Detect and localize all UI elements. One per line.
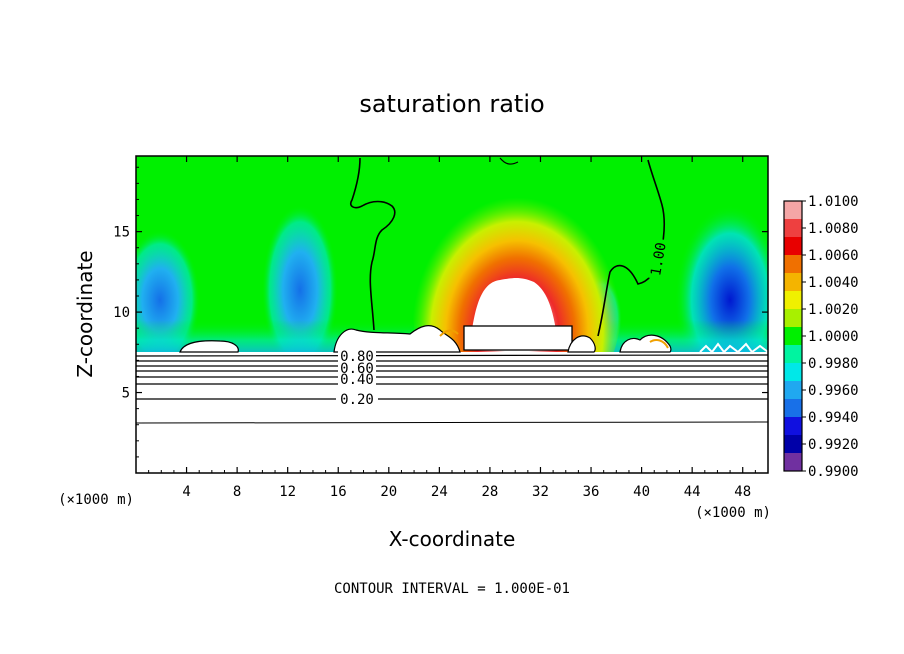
contour-label-3: 0.40 xyxy=(338,372,376,388)
x-tick-label: 28 xyxy=(481,484,498,500)
edge-highlight-2 xyxy=(649,339,669,349)
x-unit-left: (×1000 m) xyxy=(58,492,134,508)
x-tick-label: 20 xyxy=(380,484,397,500)
contour-line-d xyxy=(136,370,768,372)
x-tick-label: 16 xyxy=(330,484,347,500)
y-axis-label: Z-coordinate xyxy=(73,250,97,377)
colorbar-swatch xyxy=(784,291,802,310)
contour-label-0: 1.00 xyxy=(645,237,671,281)
x-tick-label: 40 xyxy=(633,484,650,500)
edge-highlight-1 xyxy=(439,329,459,337)
x-tick-label: 4 xyxy=(182,484,190,500)
ragged-edge-right xyxy=(699,342,768,354)
contour-1-00-left xyxy=(349,157,396,331)
contour-line-b xyxy=(136,360,768,362)
x-tick-label: 48 xyxy=(734,484,751,500)
colorbar-swatch xyxy=(784,255,802,274)
y-tick-label: 10 xyxy=(113,305,130,321)
x-axis-ticks: 4 8 12 16 20 24 28 32 36 40 44 48 xyxy=(148,156,756,500)
colorbar-tick-label: 1.0020 xyxy=(808,302,859,318)
colorbar-tick-label: 1.0040 xyxy=(808,275,859,291)
svg-text:0.40: 0.40 xyxy=(340,372,374,388)
contour-line-e xyxy=(136,376,768,378)
colorbar-swatch xyxy=(784,345,802,364)
colorbar-swatch xyxy=(784,417,802,436)
x-tick-label: 32 xyxy=(532,484,549,500)
x-tick-label: 8 xyxy=(233,484,241,500)
chart-title: saturation ratio xyxy=(359,90,544,118)
colorbar: 1.0100 1.0080 1.0060 1.0040 1.0020 1.0000 0.99… xyxy=(783,194,859,480)
colorbar-tick-label: 0.9960 xyxy=(808,383,859,399)
x-unit-right: (×1000 m) xyxy=(695,505,771,521)
colorbar-swatch xyxy=(784,273,802,292)
colorbar-swatch xyxy=(784,399,802,418)
colorbar-tick-label: 0.9920 xyxy=(808,437,859,453)
contour-line-f xyxy=(136,383,768,385)
contour-line-a xyxy=(136,354,768,357)
colorbar-swatch xyxy=(784,309,802,328)
contour-line-0-20 xyxy=(136,398,768,400)
colorbar-swatch xyxy=(784,381,802,400)
cloud-core xyxy=(472,278,556,330)
colorbar-tick-label: 0.9940 xyxy=(808,410,859,426)
x-tick-label: 44 xyxy=(684,484,701,500)
colorbar-tick-label: 0.9980 xyxy=(808,356,859,372)
svg-text:1.00: 1.00 xyxy=(648,241,670,277)
y-tick-label: 15 xyxy=(113,225,130,241)
y-axis-ticks: 5 10 15 xyxy=(113,166,768,458)
colorbar-tick-label: 1.0000 xyxy=(808,329,859,345)
x-axis-label: X-coordinate xyxy=(389,527,516,551)
x-tick-label: 24 xyxy=(431,484,448,500)
colorbar-swatch xyxy=(784,363,802,382)
heatmap-field: 1.00 0.80 0.60 0.40 0.20 xyxy=(136,156,768,473)
svg-text:0.20: 0.20 xyxy=(340,392,374,408)
cloud-patch-35km xyxy=(567,335,596,353)
colorbar-swatch xyxy=(784,453,802,472)
cloud-patch-20km xyxy=(333,325,461,353)
colorbar-swatch xyxy=(784,219,802,238)
colorbar-tick-label: 1.0060 xyxy=(808,248,859,264)
colorbar-tick-label: 1.0080 xyxy=(808,221,859,237)
x-tick-label: 12 xyxy=(279,484,296,500)
colorbar-tick-label: 0.9900 xyxy=(808,464,859,480)
colorbar-swatch xyxy=(784,237,802,256)
contour-label-4: 0.20 xyxy=(336,391,378,408)
cloud-base-box xyxy=(463,325,573,351)
colorbar-tick-label: 1.0100 xyxy=(808,194,859,210)
contour-interval-note: CONTOUR INTERVAL = 1.000E-01 xyxy=(334,581,570,597)
svg-text:0.80: 0.80 xyxy=(340,349,374,365)
y-tick-label: 5 xyxy=(122,386,130,402)
x-tick-label: 36 xyxy=(583,484,600,500)
contour-label-1: 0.80 xyxy=(338,349,376,365)
cloud-patch-5km xyxy=(179,340,239,353)
lower-layer xyxy=(136,352,768,473)
colorbar-swatch xyxy=(784,201,802,220)
colorbar-swatch xyxy=(784,327,802,346)
contour-line-c xyxy=(136,365,768,367)
colorbar-swatch xyxy=(784,435,802,454)
contour-1-00-top xyxy=(499,157,519,165)
